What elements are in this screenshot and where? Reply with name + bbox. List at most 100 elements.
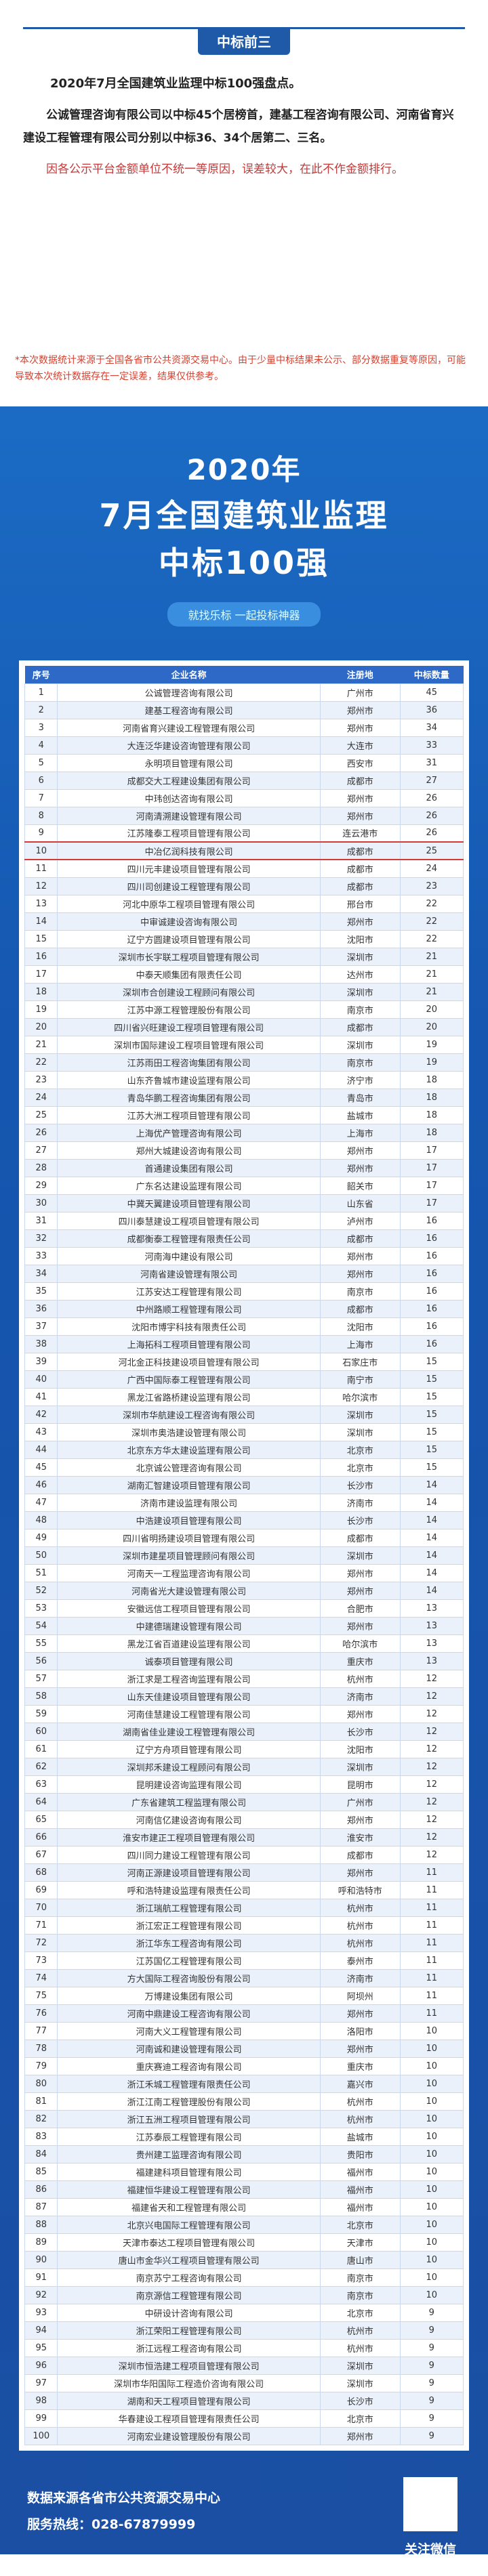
count: 12 <box>399 1669 464 1688</box>
rank: 22 <box>24 1053 58 1072</box>
company: 河南正源建设项目管理有限公司 <box>57 1863 321 1882</box>
count: 16 <box>399 1229 464 1248</box>
table-row: 20 四川省兴旺建设工程项目管理有限公司 成都市 20 <box>24 1017 464 1036</box>
rank: 88 <box>24 2215 58 2234</box>
rank: 89 <box>24 2233 58 2252</box>
company: 中研设计咨询有限公司 <box>57 2303 321 2322</box>
table-row: 40 广西中国际泰工程管理有限公司 南宁市 15 <box>24 1370 464 1389</box>
company: 浙江江南工程管理股份有限公司 <box>57 2092 321 2111</box>
company: 北京诚公管理咨询有限公司 <box>57 1458 321 1477</box>
count: 9 <box>399 2356 464 2375</box>
city: 郑州市 <box>319 2039 401 2058</box>
rank: 19 <box>24 1000 58 1019</box>
count: 12 <box>399 1757 464 1776</box>
company: 浙江宏正工程管理有限公司 <box>57 1916 321 1935</box>
count: 33 <box>399 736 464 755</box>
city: 成都市 <box>319 1845 401 1864</box>
company: 黑龙江省百道建设监理有限公司 <box>57 1634 321 1653</box>
rank: 49 <box>24 1528 58 1547</box>
rank: 35 <box>24 1282 58 1301</box>
count: 10 <box>399 2109 464 2128</box>
company: 中玮创达咨询有限公司 <box>57 788 321 807</box>
company: 安徽远信工程项目管理有限公司 <box>57 1599 321 1618</box>
table-row: 70 浙江瑞航工程管理有限公司 杭州市 11 <box>24 1898 464 1917</box>
company: 中建德瑞建设管理有限公司 <box>57 1616 321 1635</box>
table-row: 84 贵州建工监理咨询有限公司 贵阳市 10 <box>24 2145 464 2163</box>
count: 13 <box>399 1616 464 1635</box>
city: 上海市 <box>319 1334 401 1353</box>
city: 北京市 <box>319 1458 401 1477</box>
city: 广州市 <box>319 683 401 702</box>
city: 长沙市 <box>319 1475 401 1494</box>
table-row: 57 浙江求是工程咨询监理有限公司 杭州市 12 <box>24 1669 464 1688</box>
count: 14 <box>399 1546 464 1565</box>
table-row: 98 湖南和天工程项目管理有限公司 长沙市 9 <box>24 2391 464 2410</box>
city: 南京市 <box>319 1282 401 1301</box>
city: 郑州市 <box>319 1141 401 1160</box>
city: 北京市 <box>319 2303 401 2322</box>
table-row: 74 方大国际工程咨询股份有限公司 济南市 11 <box>24 1968 464 1987</box>
city: 泸州市 <box>319 1211 401 1230</box>
rank: 61 <box>24 1739 58 1758</box>
count: 11 <box>399 1968 464 1987</box>
city: 郑州市 <box>319 1563 401 1582</box>
count: 12 <box>399 1810 464 1829</box>
company: 河南中鼎建设工程咨询有限公司 <box>57 2004 321 2023</box>
rank: 74 <box>24 1968 58 1987</box>
headline: 2020年7月全国建筑业监理中标100强盘点。 <box>50 77 302 91</box>
city: 深圳市 <box>319 1405 401 1424</box>
rank: 27 <box>24 1141 58 1160</box>
table-body: 1 公诚管理咨询有限公司 广州市 45 2 建基工程咨询有限公司 郑州市 36 3 河南省育兴建设… <box>24 683 464 2445</box>
table-row: 45 北京诚公管理咨询有限公司 北京市 15 <box>24 1458 464 1477</box>
count: 12 <box>399 1704 464 1723</box>
count: 12 <box>399 1722 464 1741</box>
city: 贵阳市 <box>319 2145 401 2163</box>
count: 10 <box>399 2074 464 2093</box>
table-row: 59 河南佳慧建设工程管理有限公司 郑州市 12 <box>24 1704 464 1723</box>
table-row: 2 建基工程咨询有限公司 郑州市 36 <box>24 700 464 719</box>
rank: 3 <box>24 718 58 737</box>
rank: 4 <box>24 736 58 755</box>
rank: 86 <box>24 2180 58 2199</box>
rank: 56 <box>24 1651 58 1670</box>
table-row: 33 河南海中建设有限公司 郑州市 16 <box>24 1246 464 1265</box>
rank: 93 <box>24 2303 58 2322</box>
count: 21 <box>399 982 464 1001</box>
count: 10 <box>399 2285 464 2304</box>
rank: 29 <box>24 1176 58 1195</box>
rank: 87 <box>24 2197 58 2216</box>
company: 河南大义工程管理有限公司 <box>57 2021 321 2040</box>
city: 郑州市 <box>319 1616 401 1635</box>
count: 11 <box>399 2004 464 2023</box>
company: 河南清溯建设管理有限公司 <box>57 806 321 825</box>
table-row: 79 重庆赛迪工程咨询有限公司 重庆市 10 <box>24 2056 464 2075</box>
city: 郑州市 <box>319 1810 401 1829</box>
rank: 53 <box>24 1599 58 1618</box>
count: 11 <box>399 1933 464 1952</box>
table-row: 19 江苏中源工程管理股份有限公司 南京市 20 <box>24 1000 464 1019</box>
column-header: 中标数量 <box>400 666 464 683</box>
city: 济南市 <box>319 1493 401 1512</box>
city: 嘉兴市 <box>319 2074 401 2093</box>
rank: 36 <box>24 1299 58 1318</box>
count: 14 <box>399 1511 464 1529</box>
rank: 44 <box>24 1440 58 1459</box>
table-row: 27 郑州大城建设咨询有限公司 郑州市 17 <box>24 1141 464 1160</box>
table-row: 69 呼和浩特建设监理有限责任公司 呼和浩特市 11 <box>24 1880 464 1899</box>
count: 20 <box>399 1000 464 1019</box>
city: 上海市 <box>319 1123 401 1142</box>
city: 深圳市 <box>319 1035 401 1054</box>
city: 北京市 <box>319 1440 401 1459</box>
count: 31 <box>399 753 464 772</box>
city: 大连市 <box>319 736 401 755</box>
rank: 47 <box>24 1493 58 1512</box>
table-row: 49 四川省明扬建设项目管理有限公司 成都市 14 <box>24 1528 464 1547</box>
count: 17 <box>399 1194 464 1212</box>
rank: 14 <box>24 912 58 931</box>
company: 辽宁方圆建设项目管理有限公司 <box>57 929 321 948</box>
company: 河南天一工程监理咨询有限公司 <box>57 1563 321 1582</box>
count: 13 <box>399 1599 464 1618</box>
count: 10 <box>399 2056 464 2075</box>
company: 河南宏业建设管理股份有限公司 <box>57 2426 321 2445</box>
company: 黑龙江省路桥建设监理有限公司 <box>57 1387 321 1406</box>
